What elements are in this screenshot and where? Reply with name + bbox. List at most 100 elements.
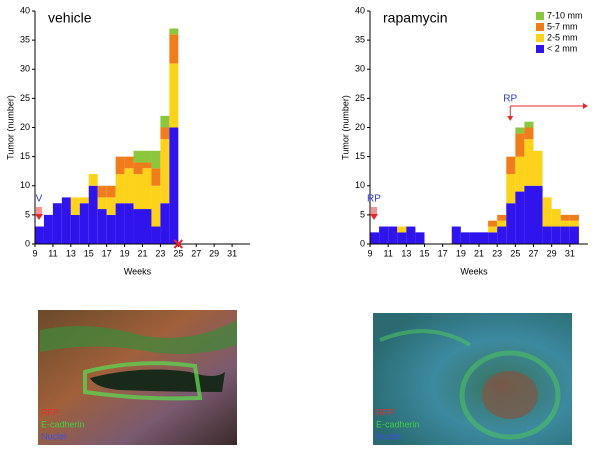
bar-segment [542, 226, 552, 244]
y-tick-label: 5 [25, 209, 30, 219]
image-label: RFP [376, 407, 394, 417]
bar-segment [79, 197, 89, 204]
bar-segment [151, 150, 161, 169]
micrograph-right [373, 313, 572, 445]
bar-segment [469, 232, 479, 244]
bar-segment [79, 203, 89, 244]
bar-segment [451, 226, 461, 244]
x-tick-label: 9 [32, 248, 37, 258]
image-label: E-cadherin [376, 419, 420, 429]
y-tick-label: 10 [355, 180, 365, 190]
bar-segment [151, 168, 161, 186]
bar-segment [169, 127, 179, 244]
bar-segment [515, 127, 525, 134]
bar-segment [397, 232, 407, 244]
micrograph-left [38, 310, 237, 445]
bar-segment [97, 185, 107, 198]
bar-segment [151, 226, 161, 244]
x-tick-label: 27 [528, 248, 538, 258]
y-tick-label: 0 [360, 238, 365, 248]
annotation: RP [367, 194, 381, 205]
chart-title: rapamycin [383, 10, 448, 26]
bar-segment [406, 226, 416, 244]
bar-segment [115, 203, 125, 244]
y-tick-label: 0 [25, 238, 30, 248]
bar-segment [106, 185, 116, 198]
x-tick-label: 13 [66, 248, 76, 258]
x-tick-label: 13 [401, 248, 411, 258]
bar-segment [506, 174, 516, 204]
bar-segment [497, 226, 507, 244]
bar-segment [569, 226, 579, 244]
bar-segment [497, 220, 507, 227]
bar-segment [142, 162, 152, 169]
image-label: RFP [41, 407, 59, 417]
image-label: Nuclei [376, 431, 401, 441]
bar-segment [43, 214, 53, 244]
bar-segment [115, 156, 125, 175]
bar-segment [133, 162, 143, 175]
x-tick-label: 17 [438, 248, 448, 258]
bar-segment [569, 214, 579, 221]
bar-segment [488, 232, 498, 244]
arrow-head [35, 214, 43, 220]
bar-segment [542, 197, 552, 227]
bar-segment [133, 209, 143, 244]
bar-segment [160, 127, 170, 140]
y-tick-label: 35 [20, 35, 30, 45]
bar-segment [169, 28, 179, 35]
bar-segment [151, 185, 161, 227]
legend-swatch [536, 23, 544, 31]
x-tick-label: 29 [547, 248, 557, 258]
bar-segment [551, 209, 561, 227]
bar-segment [460, 232, 470, 244]
bar-segment [88, 174, 98, 186]
bar-segment [142, 168, 152, 210]
x-tick-label: 25 [173, 248, 183, 258]
image-label: E-cadherin [41, 419, 85, 429]
bar-segment [370, 232, 380, 244]
arrow-head [583, 103, 588, 109]
x-tick-label: 19 [120, 248, 130, 258]
chart: 0 5 10 15 20 25 30 35 40 9 11 13 15 17 19 21 23 25 27 29 31 W… [5, 5, 250, 276]
bar-segment [35, 226, 44, 244]
x-tick-label: 27 [191, 248, 201, 258]
bar-segment [515, 133, 525, 157]
bar-segment [515, 156, 525, 192]
x-tick-label: 29 [209, 248, 219, 258]
bar-segment [415, 232, 425, 244]
legend-swatch [536, 34, 544, 42]
x-tick-label: 23 [155, 248, 165, 258]
y-axis-label: Tumor (number) [340, 95, 350, 160]
annotation: V [36, 194, 43, 205]
bar-segment [569, 220, 579, 227]
bar-segment [70, 197, 80, 215]
y-tick-label: 15 [20, 151, 30, 161]
end-marker [173, 239, 184, 249]
x-tick-label: 15 [84, 248, 94, 258]
y-tick-label: 35 [355, 35, 365, 45]
x-axis-label: Weeks [460, 266, 488, 276]
bar-segment [115, 174, 125, 204]
bar-segment [133, 150, 143, 163]
x-tick-label: 17 [102, 248, 112, 258]
bar-segment [160, 115, 170, 128]
x-tick-label: 19 [456, 248, 466, 258]
y-tick-label: 25 [355, 93, 365, 103]
legend-label: 7-10 mm [547, 10, 583, 20]
bar-segment [560, 214, 570, 221]
x-tick-label: 21 [474, 248, 484, 258]
bar-segment [133, 174, 143, 210]
y-axis-label: Tumor (number) [5, 95, 15, 160]
bar-segment [551, 226, 561, 244]
bar-segment [106, 197, 116, 215]
y-tick-label: 10 [20, 180, 30, 190]
bar-segment [506, 156, 516, 175]
bar-segment [160, 203, 170, 244]
bar-segment [515, 191, 525, 244]
bar-segment [497, 214, 507, 221]
bar-segment [533, 185, 543, 244]
bar-segment [61, 197, 71, 244]
bar-segment [524, 185, 534, 244]
chart: 0 5 10 15 20 25 30 35 40 9 11 13 15 17 19 21 23 25 27 29 31 W… [340, 5, 588, 276]
